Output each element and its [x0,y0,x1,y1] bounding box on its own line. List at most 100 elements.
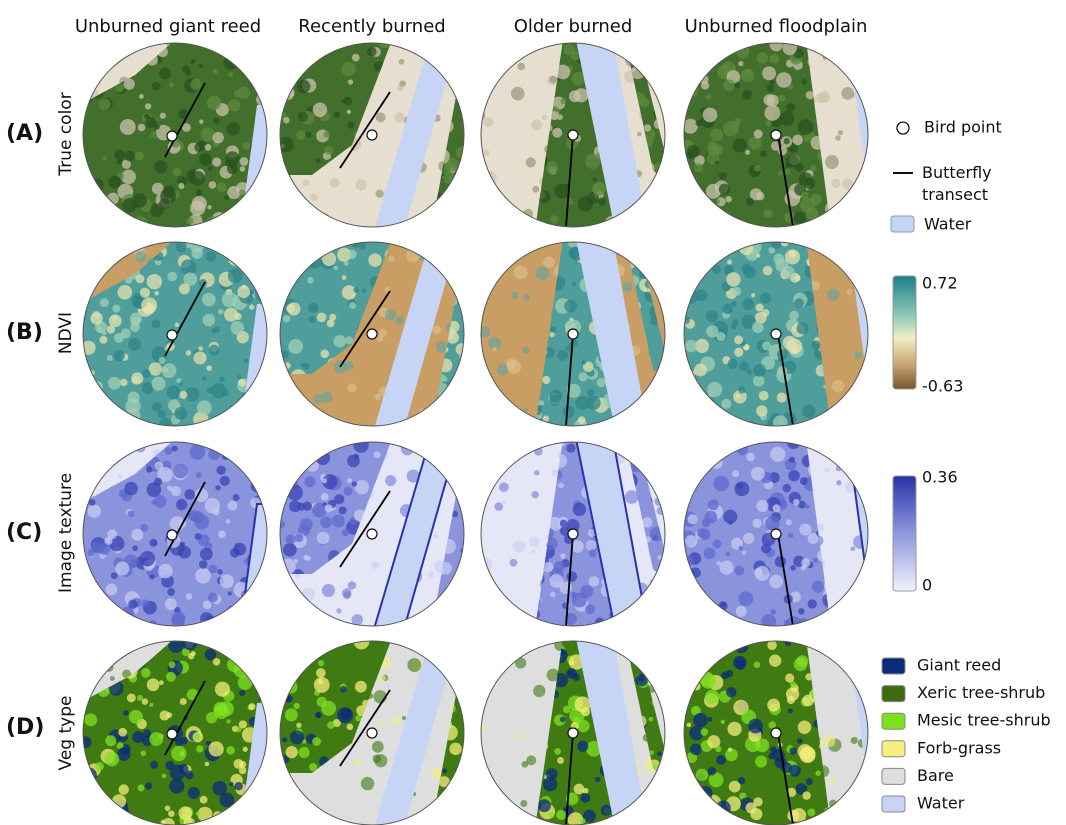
texture-patch [194,488,209,503]
texture-patch [426,442,442,452]
texture-patch [141,599,149,607]
texture-patch [719,560,734,575]
texture-patch [722,303,733,315]
texture-patch [799,477,808,485]
texture-patch [702,107,718,123]
texture-patch [221,291,238,308]
texture-patch [250,412,260,423]
texture-patch [353,287,359,293]
texture-patch [748,718,763,734]
texture-patch [699,74,709,85]
texture-patch [684,242,692,253]
texture-patch [126,693,136,703]
texture-patch [843,435,857,449]
texture-patch [151,376,166,391]
texture-patch [853,41,857,45]
texture-patch [259,463,267,474]
butterfly-transect [339,689,391,767]
texture-patch [204,648,217,661]
texture-patch [94,223,101,227]
texture-patch [442,399,459,414]
texture-patch [432,325,442,335]
butterfly-transect [777,732,794,825]
texture-patch [165,671,176,682]
texture-patch [248,703,256,711]
texture-patch [684,458,693,470]
texture-patch [801,191,809,200]
texture-patch [649,577,662,590]
texture-patch [586,395,601,411]
texture-patch [515,413,527,425]
texture-patch [324,504,333,513]
texture-patch [116,611,124,619]
texture-patch [228,72,234,77]
texture-patch [758,390,769,401]
texture-patch [297,111,308,122]
texture-patch [575,395,590,411]
texture-patch [280,576,286,587]
texture-patch [292,59,298,64]
texture-patch [763,209,773,219]
texture-patch [697,449,706,458]
texture-patch [721,398,732,409]
texture-patch [260,454,267,465]
texture-patch [592,177,598,183]
texture-patch [99,335,108,344]
texture-patch [158,680,164,686]
veg-swatch [881,712,906,730]
texture-patch [458,78,463,83]
texture-patch [486,462,499,475]
texture-patch [754,567,763,577]
texture-patch [727,721,742,737]
texture-patch [285,534,296,545]
texture-patch [292,254,308,270]
bird-point-symbol [896,121,910,135]
texture-patch [559,519,568,527]
texture-patch [811,580,825,593]
texture-patch [171,445,178,452]
bird-point [366,727,378,739]
texture-patch [120,328,131,339]
texture-patch [718,183,731,195]
texture-patch [149,702,154,707]
bird-point [166,529,178,541]
texture-patch [657,195,665,202]
texture-patch [692,660,699,667]
texture-patch [686,659,702,675]
texture-patch [857,645,862,650]
texture-patch [652,55,665,68]
texture-patch [290,56,301,66]
texture-patch [728,780,741,793]
texture-patch [482,191,495,204]
texture-patch [510,210,519,219]
texture-patch [837,130,843,136]
texture-patch [85,54,97,66]
texture-patch [286,303,296,313]
texture-patch [554,748,561,755]
texture-patch [491,261,502,272]
texture-patch [836,818,846,825]
texture-patch [307,276,314,284]
texture-patch [828,799,838,808]
texture-patch [176,498,188,511]
texture-patch [571,71,586,86]
texture-patch [239,166,246,172]
texture-patch [812,557,819,563]
texture-patch [146,482,162,497]
texture-patch [732,138,747,153]
texture-patch [84,259,97,272]
texture-patch [449,742,462,756]
texture-patch [423,211,439,215]
texture-patch [560,553,566,559]
texture-patch [99,298,109,308]
texture-patch [810,164,817,171]
texture-patch [571,281,577,287]
texture-patch [373,451,381,459]
texture-patch [326,622,331,627]
texture-patch [347,581,357,590]
map-panel [83,641,267,825]
water [576,43,645,227]
texture-patch [312,737,321,746]
butterfly-transect [339,290,391,368]
texture-patch [329,313,337,321]
